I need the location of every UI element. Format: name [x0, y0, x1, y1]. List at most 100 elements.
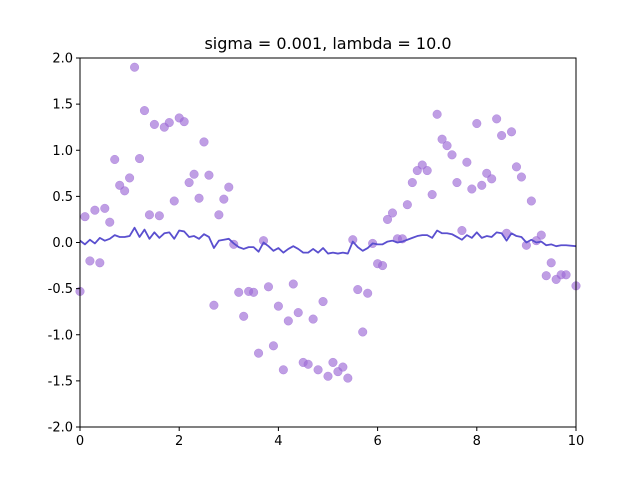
scatter-point [219, 194, 229, 204]
scatter-point [328, 357, 338, 367]
plot-area [75, 62, 581, 383]
scatter-point [541, 271, 551, 281]
scatter-point [497, 130, 507, 141]
scatter-point [268, 341, 278, 351]
y-tick-label: -1.5 [48, 374, 73, 389]
scatter-point [273, 301, 283, 311]
scatter-point [422, 165, 432, 176]
scatter-point [249, 287, 259, 297]
scatter-point [313, 365, 323, 375]
scatter-point [100, 203, 110, 213]
scatter-point [338, 362, 348, 372]
y-tick-label: -0.5 [48, 282, 73, 297]
scatter-point [293, 308, 303, 318]
scatter-point [462, 157, 472, 167]
scatter-point [169, 196, 179, 206]
scatter-point [516, 172, 526, 182]
scatter-point [105, 217, 115, 227]
scatter-point [254, 348, 264, 358]
scatter-point [258, 236, 269, 246]
x-tick-label: 10 [568, 434, 585, 449]
scatter-point [511, 162, 522, 172]
scatter-point [214, 210, 224, 220]
plot-frame [79, 57, 577, 428]
scatter-point [358, 327, 368, 337]
scatter-series [75, 62, 581, 383]
scatter-point [526, 196, 536, 206]
scatter-point [154, 211, 164, 221]
scatter-point [536, 230, 546, 240]
scatter-point [521, 240, 531, 250]
y-tick-label: 0.0 [52, 236, 73, 251]
scatter-point [546, 258, 556, 268]
scatter-point [487, 174, 497, 184]
scatter-point [363, 288, 373, 298]
scatter-point [184, 177, 194, 188]
scatter-point [263, 282, 274, 292]
y-tick-label: 2.0 [52, 52, 73, 67]
scatter-point [209, 300, 219, 310]
fit-line [79, 226, 577, 255]
scatter-point [472, 118, 482, 129]
scatter-point [442, 141, 452, 151]
scatter-point [179, 117, 189, 127]
chart-title: sigma = 0.001, lambda = 10.0 [204, 34, 451, 53]
scatter-point [134, 154, 145, 164]
scatter-point [144, 210, 154, 220]
scatter-point [90, 205, 100, 215]
scatter-point [506, 127, 517, 137]
scatter-point [303, 359, 313, 369]
scatter-point [348, 235, 358, 245]
x-tick-label: 8 [473, 434, 481, 449]
scatter-point [452, 177, 462, 188]
scatter-point [283, 316, 293, 326]
scatter-point [323, 371, 333, 381]
y-tick-label: -1.0 [48, 328, 73, 343]
scatter-point [189, 169, 199, 179]
y-tick-label: 1.0 [52, 144, 73, 159]
scatter-point [343, 373, 353, 383]
scatter-point [378, 261, 388, 271]
scatter-point [353, 285, 363, 295]
scatter-point [427, 189, 437, 200]
scatter-point [199, 137, 209, 147]
scatter-point [130, 62, 140, 72]
scatter-point [110, 154, 120, 165]
scatter-point [224, 182, 234, 192]
scatter-point [432, 109, 442, 119]
scatter-point [120, 186, 130, 196]
scatter-point [492, 114, 502, 124]
scatter-point [194, 193, 204, 203]
scatter-point [382, 214, 393, 224]
scatter-point [561, 270, 571, 280]
scatter-point [288, 279, 298, 289]
x-tick-label: 6 [373, 434, 381, 449]
y-tick-label: 1.5 [52, 98, 73, 113]
x-tick-label: 4 [274, 434, 282, 449]
scatter-point [447, 150, 457, 160]
y-tick-label: 0.5 [52, 190, 73, 205]
scatter-point [80, 212, 90, 222]
x-axis: 0 2 4 6 8 10 [76, 427, 584, 449]
scatter-point [125, 173, 135, 183]
scatter-point [234, 287, 244, 297]
scatter-point [318, 296, 328, 307]
scatter-point [308, 314, 318, 324]
scatter-point [457, 225, 467, 236]
scatter-point [437, 134, 447, 144]
scatter-point [204, 170, 214, 180]
scatter-point [387, 208, 398, 218]
scatter-point [239, 311, 249, 321]
scatter-point [149, 119, 159, 129]
scatter-point [164, 118, 174, 128]
scatter-point [85, 256, 95, 266]
scatter-point [407, 177, 417, 188]
scatter-point [139, 106, 150, 116]
y-axis: 2.0 1.5 1.0 0.5 0.0 -0.5 -1.0 -1.5 -2.0 [48, 52, 80, 436]
scatter-point [95, 258, 105, 268]
x-tick-label: 0 [76, 434, 84, 449]
y-tick-label: -2.0 [48, 421, 73, 436]
scatter-point [477, 180, 487, 190]
